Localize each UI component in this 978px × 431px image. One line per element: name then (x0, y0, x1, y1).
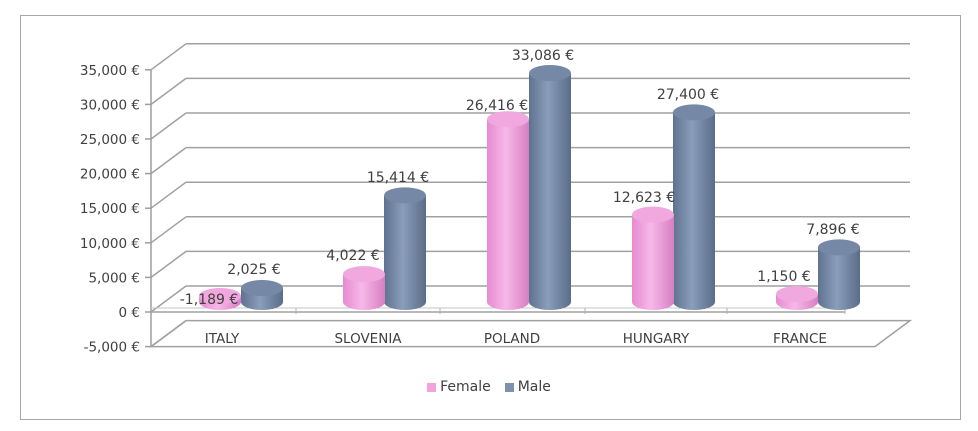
y-tick-label: 25,000 € (80, 132, 140, 148)
female-swatch-icon (427, 382, 437, 392)
floor-plane (148, 319, 913, 348)
legend-female-label: Female (440, 379, 491, 395)
female-data-label: 12,623 € (613, 190, 675, 206)
male-bar (818, 239, 860, 310)
legend-item-male: Male (504, 379, 551, 395)
male-data-label: 2,025 € (227, 262, 280, 278)
male-data-label: 7,896 € (806, 222, 859, 238)
male-bar (384, 187, 426, 310)
female-data-label: 1,150 € (757, 269, 810, 285)
male-bar (241, 279, 283, 310)
y-tick-label: 20,000 € (80, 167, 140, 183)
male-bar (529, 65, 571, 310)
female-bar (343, 266, 385, 310)
male-data-label: 33,086 € (512, 48, 574, 64)
y-tick-label: 5,000 € (88, 270, 140, 286)
y-tick-label: -5,000 € (84, 340, 140, 356)
female-bar (632, 206, 674, 310)
x-category-label: POLAND (484, 331, 540, 347)
y-tick-label: 10,000 € (80, 236, 140, 252)
female-bar (776, 286, 818, 310)
female-data-label: 4,022 € (326, 248, 379, 264)
y-tick-label: 35,000 € (80, 63, 140, 79)
female-data-label: 26,416 € (466, 98, 528, 114)
y-tick-label: 30,000 € (80, 97, 140, 113)
x-category-label: FRANCE (773, 331, 827, 347)
female-bar (487, 111, 529, 310)
female-bar (199, 288, 241, 310)
x-category-label: ITALY (205, 331, 240, 347)
x-category-label: HUNGARY (623, 331, 690, 347)
x-category-label: SLOVENIA (334, 331, 402, 347)
female-data-label: -1,189 € (180, 292, 239, 308)
legend-item-female: Female (427, 379, 491, 395)
y-tick-label: 15,000 € (80, 201, 140, 217)
male-swatch-icon (504, 382, 514, 392)
legend-male-label: Male (517, 379, 551, 395)
male-bar (673, 104, 715, 310)
male-data-label: 15,414 € (367, 170, 429, 186)
y-tick-label: 0 € (119, 305, 140, 321)
legend: Female Male (0, 379, 978, 395)
male-data-label: 27,400 € (657, 87, 719, 103)
